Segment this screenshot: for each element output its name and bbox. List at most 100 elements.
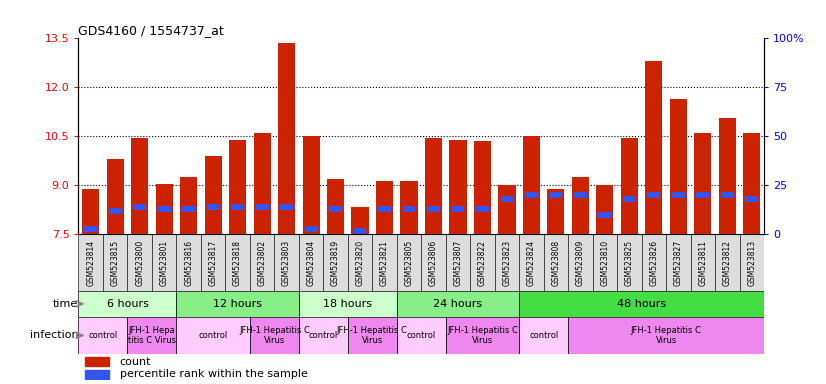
Bar — [78, 235, 103, 291]
Bar — [256, 204, 268, 210]
Bar — [739, 235, 764, 291]
Text: control: control — [406, 331, 436, 340]
Bar — [525, 192, 538, 198]
Bar — [327, 179, 344, 235]
Bar — [691, 235, 715, 291]
Text: JFH-1 Hepatitis C
Virus: JFH-1 Hepatitis C Virus — [337, 326, 408, 345]
Bar — [201, 235, 225, 291]
Bar — [452, 206, 464, 212]
Text: GSM523804: GSM523804 — [306, 239, 316, 286]
Bar — [155, 184, 173, 235]
Text: GSM523821: GSM523821 — [380, 240, 389, 286]
Bar — [401, 180, 418, 235]
Bar — [302, 136, 320, 235]
Bar — [396, 317, 446, 354]
Bar — [299, 235, 323, 291]
Bar — [131, 138, 148, 235]
Bar — [745, 196, 758, 202]
Bar — [229, 140, 246, 235]
Bar — [670, 99, 687, 235]
Bar — [348, 235, 373, 291]
Text: infection: infection — [30, 330, 78, 340]
Text: GSM523819: GSM523819 — [331, 240, 340, 286]
Bar — [376, 180, 393, 235]
Text: control: control — [309, 331, 338, 340]
Text: GSM523818: GSM523818 — [233, 240, 242, 286]
Bar — [274, 235, 299, 291]
Text: 48 hours: 48 hours — [617, 299, 667, 309]
Bar — [446, 235, 470, 291]
Text: control: control — [198, 331, 228, 340]
Bar — [568, 317, 764, 354]
Text: GSM523807: GSM523807 — [453, 239, 463, 286]
Text: control: control — [529, 331, 558, 340]
Bar — [572, 177, 589, 235]
Bar — [470, 235, 495, 291]
Text: GSM523803: GSM523803 — [282, 239, 291, 286]
Bar — [719, 119, 736, 235]
Text: JFH-1 Hepatitis C
Virus: JFH-1 Hepatitis C Virus — [239, 326, 310, 345]
Bar — [373, 235, 396, 291]
Bar — [695, 133, 711, 235]
Text: GSM523805: GSM523805 — [405, 239, 414, 286]
Bar — [78, 291, 177, 317]
Bar — [548, 189, 564, 235]
Bar — [520, 291, 764, 317]
Text: count: count — [120, 356, 151, 367]
Text: 12 hours: 12 hours — [213, 299, 262, 309]
Bar — [574, 192, 586, 198]
Bar — [599, 212, 611, 218]
Bar — [305, 226, 317, 232]
Text: GSM523810: GSM523810 — [601, 240, 610, 286]
Text: GSM523809: GSM523809 — [576, 239, 585, 286]
Text: time: time — [53, 299, 78, 309]
Text: GSM523820: GSM523820 — [355, 240, 364, 286]
Bar — [107, 159, 124, 235]
Text: GSM523827: GSM523827 — [674, 240, 683, 286]
Bar — [250, 235, 274, 291]
Bar — [696, 192, 710, 198]
Bar — [396, 235, 421, 291]
Bar — [378, 206, 391, 212]
Bar — [425, 138, 442, 235]
Bar — [180, 177, 197, 235]
Bar — [715, 235, 739, 291]
Bar — [568, 235, 593, 291]
Bar — [78, 317, 127, 354]
Bar — [183, 206, 195, 212]
Bar — [596, 185, 614, 235]
Bar — [85, 369, 109, 379]
Text: GSM523814: GSM523814 — [86, 240, 95, 286]
Bar — [498, 185, 515, 235]
Text: control: control — [88, 331, 117, 340]
Text: GSM523812: GSM523812 — [723, 240, 732, 286]
Bar — [354, 228, 367, 233]
Text: GSM523800: GSM523800 — [135, 239, 145, 286]
Bar — [225, 235, 250, 291]
Text: GSM523822: GSM523822 — [478, 240, 487, 286]
Bar — [323, 235, 348, 291]
Bar — [520, 235, 544, 291]
Bar — [103, 235, 127, 291]
Bar — [427, 206, 440, 212]
Bar — [474, 141, 491, 235]
Bar — [152, 235, 177, 291]
Text: GSM523826: GSM523826 — [649, 240, 658, 286]
Bar — [446, 317, 520, 354]
Bar — [250, 317, 299, 354]
Bar — [109, 208, 121, 214]
Text: JFH-1 Hepatitis C
Virus: JFH-1 Hepatitis C Virus — [447, 326, 518, 345]
Text: GSM523824: GSM523824 — [527, 240, 536, 286]
Bar — [549, 192, 563, 198]
Bar — [544, 235, 568, 291]
Bar — [523, 136, 540, 235]
Bar — [642, 235, 666, 291]
Bar — [84, 226, 97, 232]
Text: GSM523802: GSM523802 — [258, 240, 267, 286]
Bar — [721, 192, 733, 198]
Bar — [329, 206, 342, 212]
Bar — [402, 206, 415, 212]
Text: 6 hours: 6 hours — [107, 299, 149, 309]
Bar — [299, 291, 396, 317]
Bar — [645, 61, 662, 235]
